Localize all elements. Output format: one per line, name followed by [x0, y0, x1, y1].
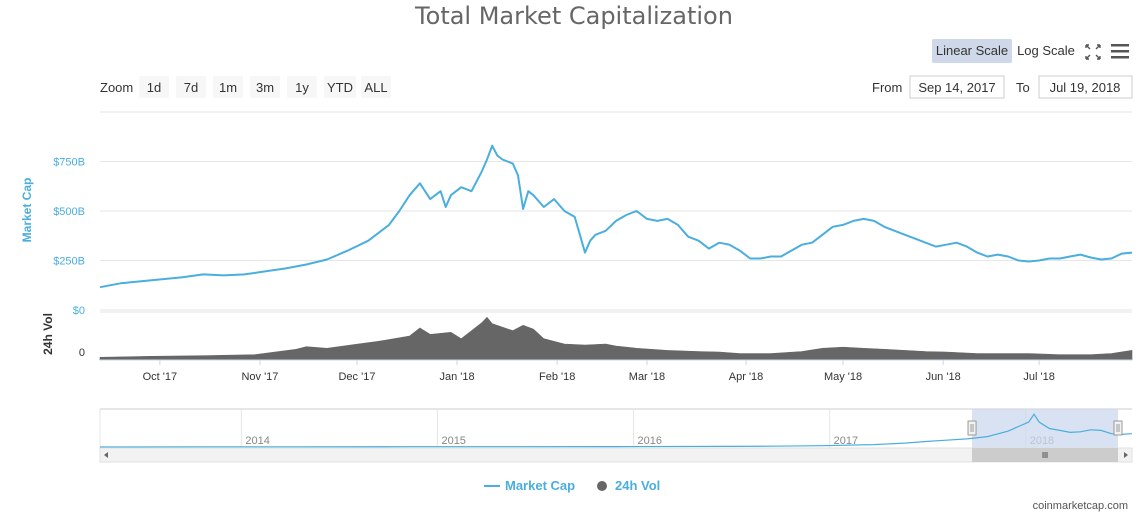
y-axis: $0 $250B $500B $750B 0 [53, 157, 85, 360]
scroll-left-icon[interactable] [104, 452, 108, 458]
zoom-buttons: 1d 7d 1m 3m 1y YTD ALL [139, 76, 391, 98]
x-tick-label: May '18 [824, 371, 862, 383]
x-tick-label: Mar '18 [629, 371, 665, 383]
navigator-year-label: 2015 [441, 435, 465, 447]
zoom-button-7d[interactable]: 7d [176, 76, 206, 98]
linear-scale-label: Linear Scale [936, 43, 1008, 58]
navigator-left-handle[interactable] [967, 420, 977, 436]
zoom-button-label: 1y [295, 80, 309, 95]
plot-area [99, 144, 1133, 361]
zoom-button-label: 7d [184, 80, 198, 95]
zoom-button-label: YTD [327, 80, 353, 95]
x-axis: Oct '17 Nov '17 Dec '17 Jan '18 Feb '18 Mar '… [100, 359, 1132, 383]
zoom-button-1d[interactable]: 1d [139, 76, 169, 98]
to-label: To [1016, 80, 1030, 95]
navigator-year-label: 2017 [834, 435, 858, 447]
from-date-input[interactable]: Sep 14, 2017 [909, 75, 1005, 99]
chart-title: Total Market Capitalization [414, 2, 733, 30]
volume-axis-label: 24h Vol [41, 313, 55, 355]
legend-market-cap-label: Market Cap [505, 478, 575, 493]
x-tick-label: Feb '18 [539, 371, 575, 383]
y-tick-label: $0 [73, 305, 85, 317]
linear-scale-button[interactable]: Linear Scale [932, 39, 1012, 63]
menu-icon[interactable] [1111, 44, 1129, 59]
zoom-button-1m[interactable]: 1m [213, 76, 243, 98]
zoom-button-label: 3m [256, 80, 274, 95]
x-tick-label: Jun '18 [926, 371, 961, 383]
y-tick-label: $750B [53, 157, 85, 169]
zoom-button-ytd[interactable]: YTD [324, 76, 356, 98]
navigator[interactable]: 20142015201620172018 [99, 408, 1133, 463]
zoom-label: Zoom [100, 80, 133, 95]
fullscreen-icon[interactable] [1085, 44, 1101, 60]
y-tick-label: $250B [53, 256, 85, 268]
zoom-button-label: ALL [364, 80, 387, 95]
series-24h-vol [99, 316, 1133, 361]
x-tick-label: Jan '18 [440, 371, 475, 383]
navigator-year-label: 2016 [638, 435, 662, 447]
legend-item-volume[interactable]: 24h Vol [597, 478, 660, 493]
x-tick-label: Dec '17 [338, 371, 375, 383]
legend-item-market-cap[interactable]: Market Cap [484, 478, 575, 493]
x-tick-label: Nov '17 [241, 371, 278, 383]
series-market-cap [99, 144, 1133, 289]
volume-tick-label: 0 [79, 347, 85, 359]
zoom-button-label: 1m [219, 80, 237, 95]
zoom-button-all[interactable]: ALL [361, 76, 391, 98]
navigator-series [99, 413, 1133, 448]
log-scale-label: Log Scale [1017, 43, 1075, 58]
navigator-year-label: 2014 [245, 435, 269, 447]
legend-volume-label: 24h Vol [615, 478, 660, 493]
gridlines [100, 111, 1132, 361]
navigator-right-handle[interactable] [1113, 420, 1123, 436]
zoom-button-3m[interactable]: 3m [250, 76, 280, 98]
x-tick-label: Jul '18 [1023, 371, 1054, 383]
y-axis-label: Market Cap [20, 178, 34, 243]
scroll-right-icon[interactable] [1124, 452, 1128, 458]
navigator-scrollbar[interactable] [99, 447, 1133, 463]
x-tick-label: Apr '18 [729, 371, 764, 383]
zoom-button-label: 1d [147, 80, 161, 95]
to-date-value: Jul 19, 2018 [1050, 80, 1121, 95]
credit-link[interactable]: coinmarketcap.com [1033, 500, 1128, 512]
x-tick-label: Oct '17 [143, 371, 178, 383]
legend: Market Cap 24h Vol [484, 478, 660, 493]
to-date-input[interactable]: Jul 19, 2018 [1038, 75, 1133, 99]
y-tick-label: $500B [53, 206, 85, 218]
from-label: From [872, 80, 902, 95]
zoom-button-1y[interactable]: 1y [287, 76, 317, 98]
from-date-value: Sep 14, 2017 [918, 80, 995, 95]
log-scale-button[interactable]: Log Scale [1017, 43, 1075, 58]
